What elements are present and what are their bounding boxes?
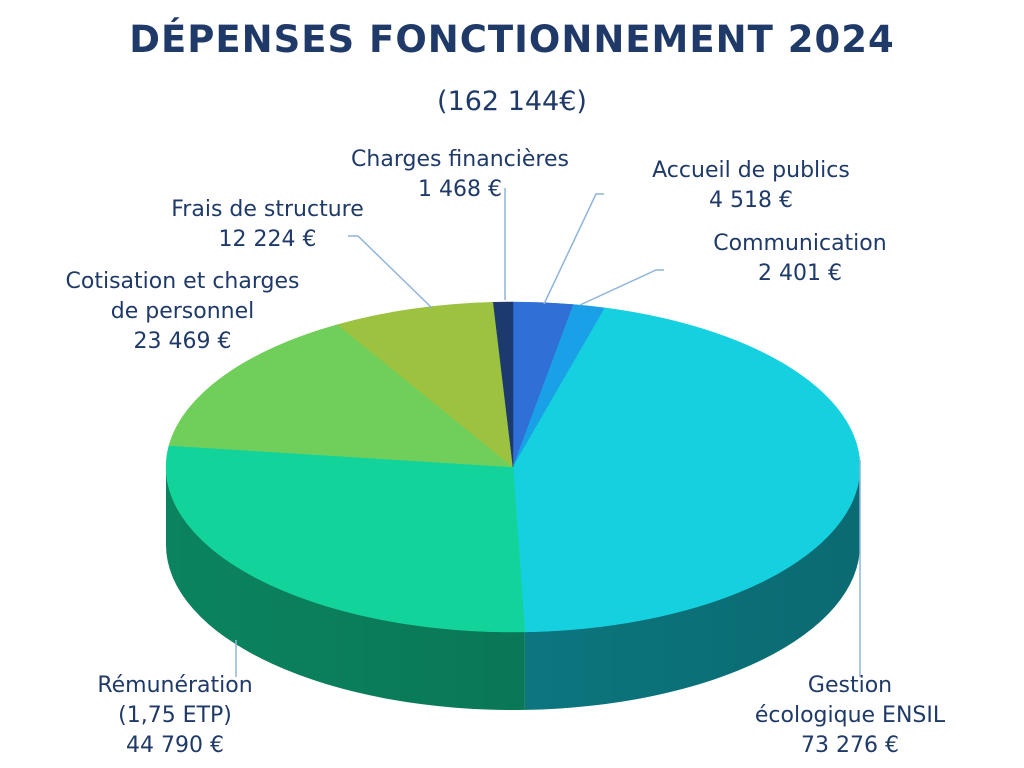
label-remuneration-line1: Rémunération: [97, 673, 253, 698]
label-communication-name: Communication: [713, 231, 887, 256]
label-gestion-line1: Gestion: [807, 673, 893, 698]
label-gestion-line2: écologique ENSIL: [754, 703, 946, 728]
label-charges-financieres-value: 1 468 €: [418, 177, 502, 202]
label-cotisation-line1: Cotisation et charges: [65, 269, 300, 294]
label-cotisation-value: 23 469 €: [133, 329, 232, 354]
pie-side-shading: [166, 467, 860, 710]
label-communication: Communication 2 401 €: [700, 229, 900, 289]
label-cotisation-line2: de personnel: [110, 299, 255, 324]
leader-lines: [235, 188, 861, 677]
label-accueil-name: Accueil de publics: [652, 158, 850, 183]
leader-frais: [348, 235, 433, 309]
chart-title: DÉPENSES FONCTIONNEMENT 2024: [129, 18, 895, 61]
label-remuneration: Rémunération (1,75 ETP) 44 790 €: [90, 671, 260, 761]
label-frais-value: 12 224 €: [218, 227, 317, 252]
pie-slice-frais-de-structure: [336, 302, 514, 468]
pie-slice-gestion-ecologique-ensil: [512, 307, 861, 633]
label-gestion-ecologique: Gestion écologique ENSIL 73 276 €: [735, 671, 965, 761]
label-accueil-value: 4 518 €: [709, 188, 793, 213]
label-cotisation: Cotisation et charges de personnel 23 46…: [40, 267, 325, 357]
label-frais-name: Frais de structure: [171, 197, 364, 222]
pie-slice-remuneration-1-75-etp: [165, 445, 526, 633]
label-communication-value: 2 401 €: [758, 261, 842, 286]
label-remuneration-line2: (1,75 ETP): [118, 703, 232, 728]
label-frais-de-structure: Frais de structure 12 224 €: [155, 195, 380, 255]
pie-slice-cotisation-et-charges-de-personnel: [168, 324, 514, 468]
pie-side-walls: [166, 467, 860, 710]
leader-communication: [579, 269, 664, 306]
label-charges-financieres-name: Charges financières: [351, 147, 569, 172]
chart-subtitle: (162 144€): [437, 86, 587, 117]
label-accueil-de-publics: Accueil de publics 4 518 €: [636, 156, 866, 216]
label-charges-financieres: Charges financières 1 468 €: [335, 145, 585, 205]
pie-top-faces: [165, 301, 861, 633]
label-gestion-value: 73 276 €: [801, 733, 899, 758]
pie-slice-charges-financieres: [492, 301, 514, 468]
label-remuneration-value: 44 790 €: [126, 733, 224, 758]
leader-accueil: [543, 193, 604, 305]
